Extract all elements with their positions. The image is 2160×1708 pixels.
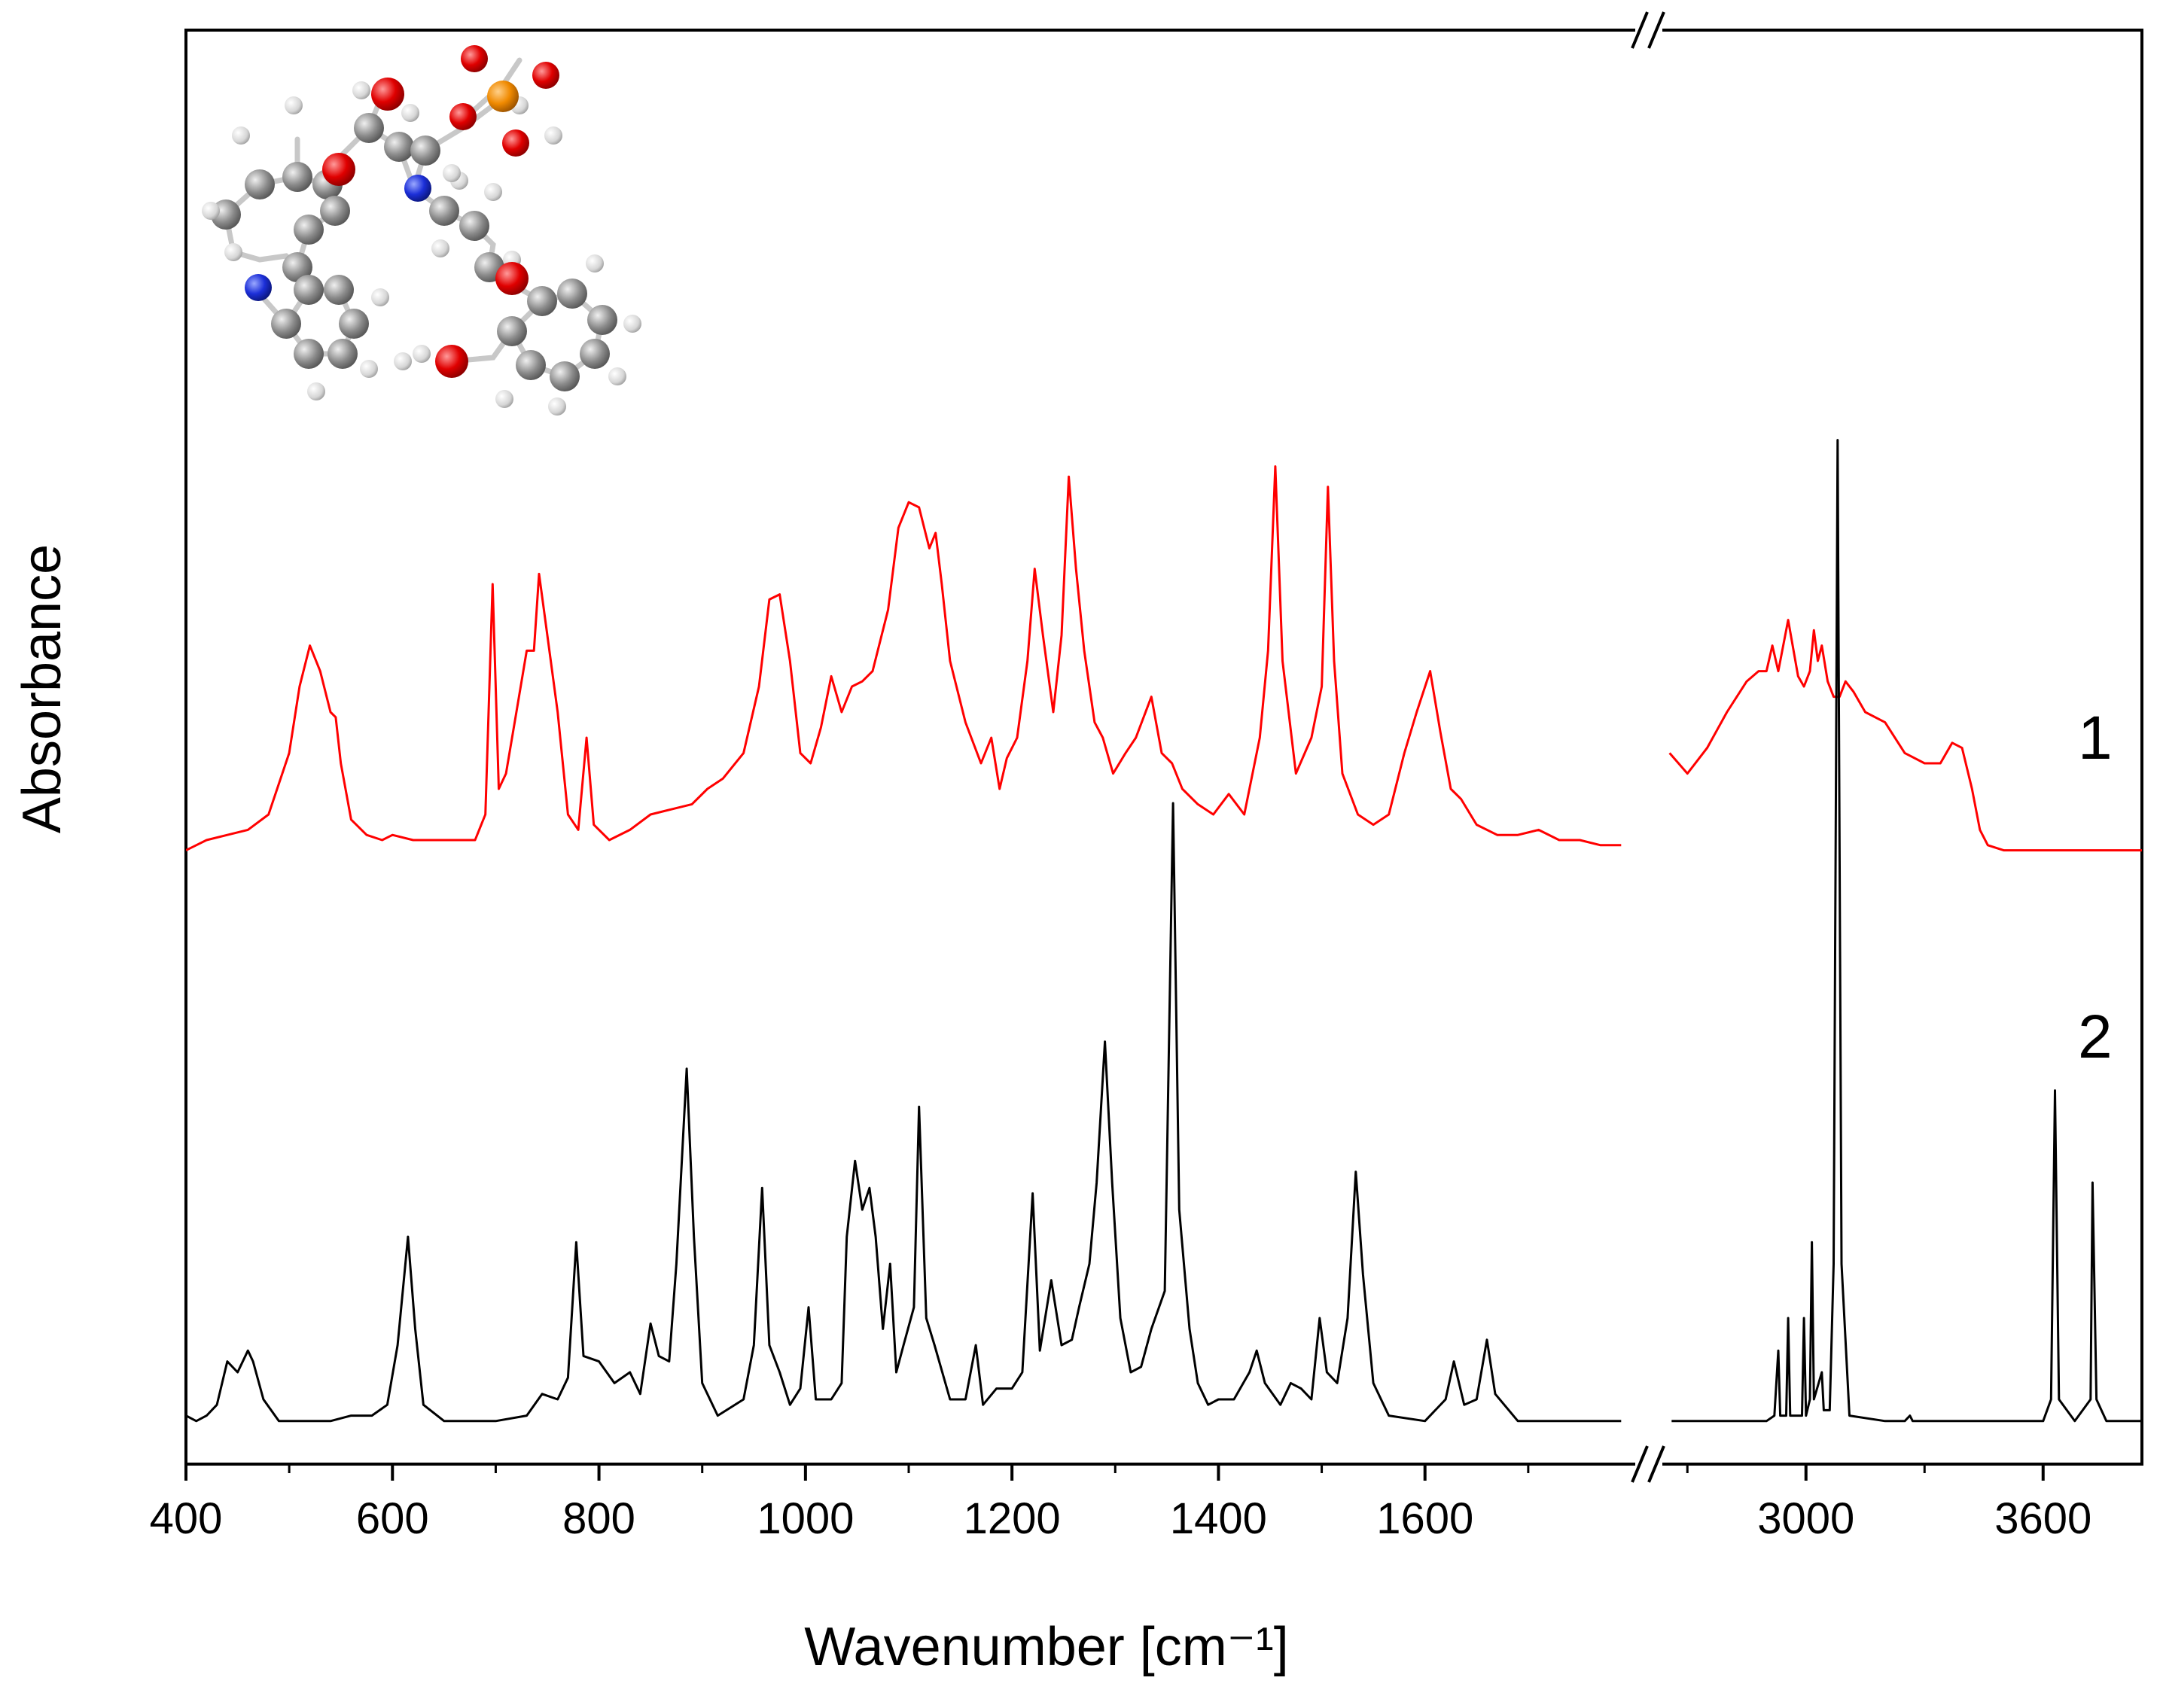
axis-break-marks bbox=[1631, 11, 1665, 1483]
x-tick-label-3600: 3600 bbox=[1994, 1494, 2091, 1543]
x-tick-label-1000: 1000 bbox=[757, 1494, 854, 1543]
series-1-line-high bbox=[1668, 619, 2142, 852]
series-2-line-low bbox=[186, 802, 1622, 1423]
series-label-2: 2 bbox=[2078, 1003, 2113, 1071]
x-tick-label-1600: 1600 bbox=[1376, 1494, 1473, 1543]
x-tick-label-400: 400 bbox=[150, 1494, 223, 1543]
series-2-line-high bbox=[1671, 439, 2142, 1423]
molecule-structure-image bbox=[202, 45, 641, 416]
x-axis-title: Wavenumber [cm⁻¹] bbox=[804, 1617, 1288, 1677]
x-tick-label-800: 800 bbox=[562, 1494, 635, 1543]
plot-frame bbox=[184, 29, 2143, 1466]
y-axis-title: Absorbance bbox=[12, 544, 72, 833]
series-1-line-low bbox=[186, 465, 1622, 851]
x-tick-label-600: 600 bbox=[356, 1494, 429, 1543]
x-tick-label-1200: 1200 bbox=[964, 1494, 1061, 1543]
axis-break-slash-bottom-2 bbox=[1647, 1445, 1665, 1483]
series-label-1: 1 bbox=[2078, 704, 2113, 772]
x-tick-label-3000: 3000 bbox=[1757, 1494, 1854, 1543]
x-axis-ticks: 400 600 800 1000 1200 1400 1600 3000 3600 bbox=[150, 1464, 2091, 1543]
axis-break-slash-top-1 bbox=[1631, 11, 1649, 49]
axis-break-slash-top-2 bbox=[1647, 11, 1665, 49]
x-tick-label-1400: 1400 bbox=[1170, 1494, 1267, 1543]
axis-break-slash-bottom-1 bbox=[1631, 1445, 1649, 1483]
